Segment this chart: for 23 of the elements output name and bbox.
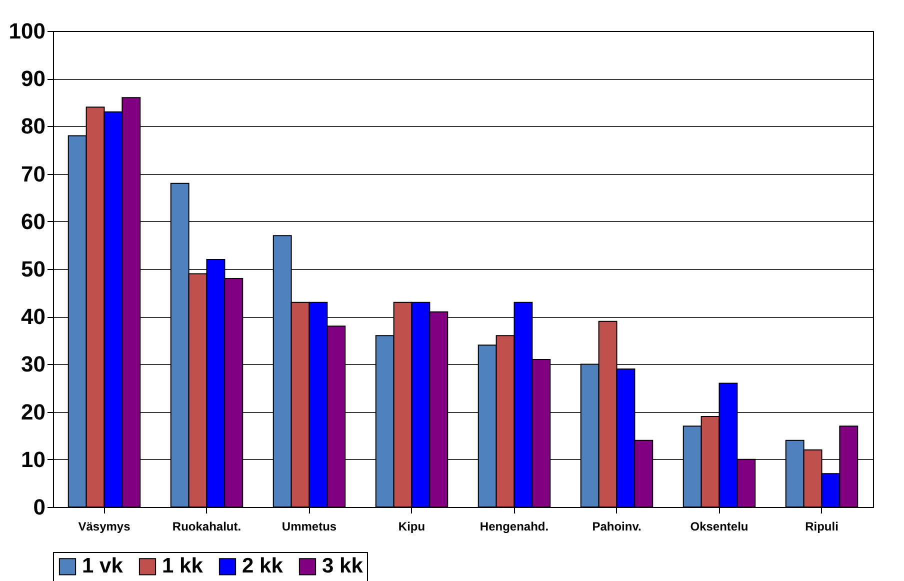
y-tick-label: 20 <box>21 399 46 424</box>
y-tick-label: 90 <box>21 66 46 92</box>
x-tick-label: Oksentelu <box>690 520 748 534</box>
legend-label: 2 kk <box>242 554 284 578</box>
y-tick-label: 100 <box>8 18 46 44</box>
y-tick-label: 60 <box>21 208 46 234</box>
y-tick-label: 30 <box>21 352 46 377</box>
y-tick-label: 10 <box>21 446 46 472</box>
x-tick-label: Ummetus <box>282 520 337 534</box>
x-tick-label: Väsymys <box>78 520 131 534</box>
y-tick-label: 40 <box>21 304 46 330</box>
x-tick-label: Kipu <box>398 520 426 534</box>
legend-label: 1 vk <box>82 554 124 578</box>
x-tick-label: Pahoinv. <box>592 520 642 534</box>
x-tick-label: Ripuli <box>805 520 838 534</box>
y-tick-label: 70 <box>21 161 46 186</box>
legend-label: 3 kk <box>322 554 364 578</box>
y-tick-label: 0 <box>33 494 46 520</box>
x-tick-label: Hengenahd. <box>480 520 549 534</box>
y-tick-label: 50 <box>21 256 46 282</box>
x-tick-label: Ruokahalut. <box>172 520 242 534</box>
legend-label: 1 kk <box>162 554 204 578</box>
y-tick-label: 80 <box>21 114 46 139</box>
